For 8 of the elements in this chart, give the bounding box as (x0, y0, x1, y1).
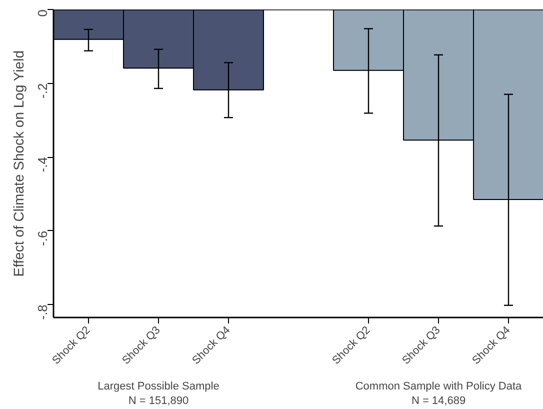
y-axis-title: Effect of Climate Shock on Log Yield (10, 50, 26, 277)
y-tick-label: -.6 (35, 230, 50, 246)
y-tick-label: -.4 (35, 157, 50, 172)
text: Common Sample with Policy Data N = 14,689 (355, 380, 523, 407)
y-tick-label: 0 (35, 9, 50, 17)
text: Largest Possible Sample N = 151,890 (98, 380, 220, 407)
y-tick-label: -.8 (35, 304, 50, 320)
y-tick-label: -.2 (35, 83, 50, 98)
